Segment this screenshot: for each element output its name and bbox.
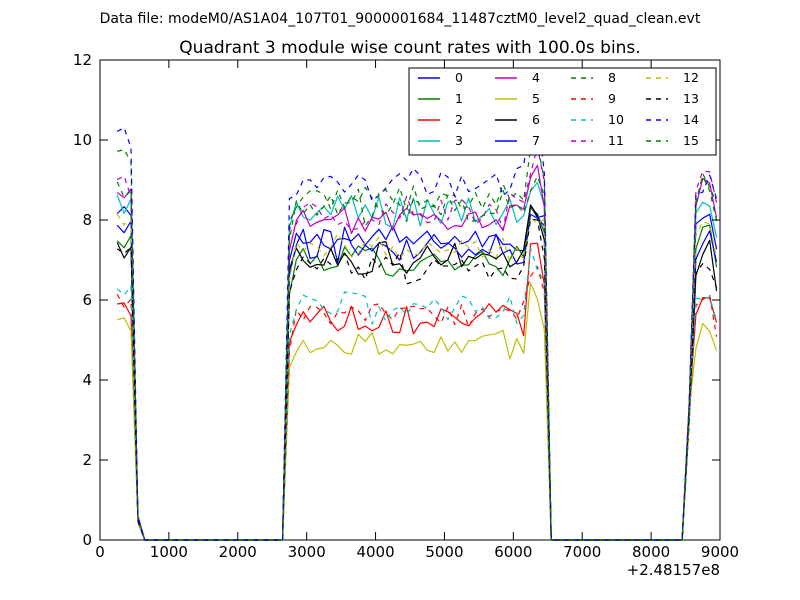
x-tick-label: 5000 — [425, 543, 463, 561]
x-tick-label: 3000 — [288, 543, 326, 561]
legend-label-1: 1 — [455, 91, 463, 106]
legend-label-15: 15 — [683, 133, 699, 148]
legend-label-10: 10 — [608, 112, 624, 127]
y-tick-label: 8 — [82, 211, 92, 229]
legend-label-13: 13 — [683, 91, 699, 106]
y-tick-label: 4 — [82, 371, 92, 389]
x-tick-label: 9000 — [701, 543, 739, 561]
y-tick-label: 6 — [82, 291, 92, 309]
series-line-14 — [116, 108, 718, 541]
legend-label-11: 11 — [608, 133, 624, 148]
x-tick-label: 4000 — [356, 543, 394, 561]
legend-label-5: 5 — [532, 91, 540, 106]
x-tick-label: 0 — [95, 543, 105, 561]
legend-label-9: 9 — [608, 91, 616, 106]
x-tick-label: 1000 — [150, 543, 188, 561]
legend-label-2: 2 — [455, 112, 463, 127]
chart-title: Quadrant 3 module wise count rates with … — [179, 38, 640, 58]
figure-suptitle: Data file: modeM0/AS1A04_107T01_90000016… — [100, 11, 701, 27]
legend-label-6: 6 — [532, 112, 540, 127]
legend-label-12: 12 — [683, 70, 699, 85]
y-tick-label: 2 — [82, 451, 92, 469]
x-tick-label: 2000 — [219, 543, 257, 561]
legend-label-8: 8 — [608, 70, 616, 85]
x-axis-offset-label: +2.48157e8 — [627, 561, 720, 579]
legend-label-7: 7 — [532, 133, 540, 148]
x-tick-label: 8000 — [632, 543, 670, 561]
x-tick-label: 7000 — [563, 543, 601, 561]
y-tick-label: 10 — [73, 131, 92, 149]
series-line-15 — [116, 175, 718, 541]
y-tick-label: 12 — [73, 51, 92, 69]
legend-box — [408, 67, 717, 156]
plot-root: 0 1000 2000 3000 4000 5000 6000 7000 8000 9000 0 2 4… — [73, 51, 739, 561]
legend-label-4: 4 — [532, 70, 540, 85]
legend-label-3: 3 — [455, 133, 463, 148]
legend-label-14: 14 — [683, 112, 699, 127]
legend-label-0: 0 — [455, 70, 463, 85]
x-tick-label: 6000 — [494, 543, 532, 561]
series-group — [116, 108, 718, 541]
x-axis: 0 1000 2000 3000 4000 5000 6000 7000 8000 9000 — [95, 60, 739, 561]
y-tick-label: 0 — [82, 531, 92, 549]
